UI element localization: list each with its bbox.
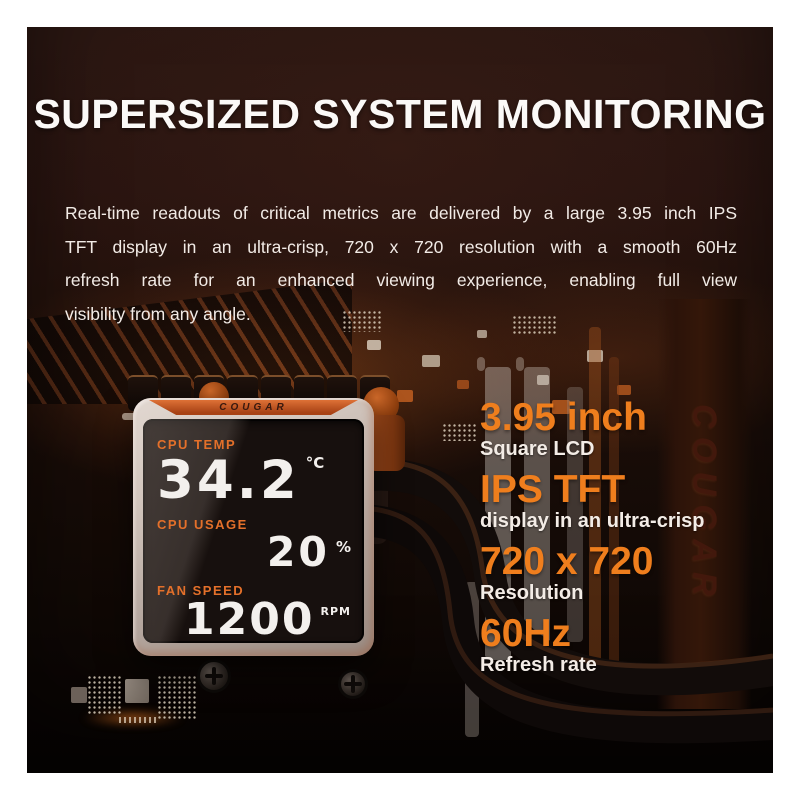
slot-bar-decor (609, 357, 619, 687)
slot-hook-decor (477, 357, 485, 371)
cpu-temp-readout: 34.2 °C (157, 450, 351, 511)
slot-bar-decor (589, 327, 601, 687)
spec-size-label: Square LCD (480, 438, 595, 460)
intro-line: visibility from any angle. (65, 303, 251, 324)
spec-resolution-value: 720 x 720 (480, 540, 654, 583)
cpu-temp-unit: °C (305, 454, 325, 472)
cooler-brand-band: COUGAR (149, 400, 358, 415)
spec-callouts: 3.95 inch Square LCD IPS TFT display in … (480, 398, 730, 686)
ad-panel: COUGAR COUGAR CPU TEMP 34.2 °C CPU U (27, 27, 773, 773)
spec-refresh-label: Refresh rate (480, 654, 597, 676)
intro-line: refresh rate for an enhanced viewing exp… (65, 270, 737, 290)
cpu-temp-value: 34.2 (157, 450, 300, 511)
pcb-chip-cluster (67, 667, 217, 747)
slot-bar-decor (567, 387, 583, 642)
intro-line: Real-time readouts of critical metrics a… (65, 203, 737, 223)
lcd-screen: CPU TEMP 34.2 °C CPU USAGE 20 % FAN SPEE… (143, 419, 364, 643)
pc-case-column: COUGAR (657, 299, 752, 709)
cooler-brand-label: COUGAR (219, 402, 288, 413)
fan-speed-value: 1200 (184, 594, 315, 643)
case-brand-logo: COUGAR (686, 403, 724, 605)
cpu-usage-readout: 20 % (157, 528, 351, 577)
spec-refresh-value: 60Hz (480, 612, 572, 655)
spec-resolution: 720 x 720 Resolution (480, 540, 730, 605)
cpu-usage-unit: % (335, 538, 351, 557)
fan-speed-unit: RPM (320, 605, 351, 619)
fan-speed-label: FAN SPEED (157, 583, 245, 599)
spec-panel-label: display in an ultra-crisp (480, 510, 705, 532)
spec-panel: IPS TFT display in an ultra-crisp (480, 468, 730, 533)
cpu-usage-value: 20 (266, 528, 330, 577)
mount-screw (197, 659, 231, 693)
spec-panel-value: IPS TFT (480, 468, 626, 511)
slot-bar-decor (524, 367, 550, 660)
cpu-usage-label: CPU USAGE (157, 517, 248, 533)
intro-line: TFT display in an ultra-crisp, 720 x 720… (65, 236, 737, 257)
intro-paragraph: Real-time readouts of critical metrics a… (65, 197, 737, 331)
page-title: SUPERSIZED SYSTEM MONITORING (33, 91, 767, 137)
cooler-pump-block: COUGAR CPU TEMP 34.2 °C CPU USAGE 20 % F… (133, 398, 374, 656)
spec-refresh: 60Hz Refresh rate (480, 612, 730, 677)
mount-screw (338, 669, 368, 699)
spec-size: 3.95 inch Square LCD (480, 396, 730, 461)
spec-size-value: 3.95 inch (480, 396, 647, 439)
slot-hook-decor (516, 357, 524, 371)
spec-resolution-label: Resolution (480, 582, 584, 604)
fan-speed-readout: 1200 RPM (157, 594, 351, 643)
cpu-temp-label: CPU TEMP (157, 437, 237, 452)
pcb-components-decor (327, 295, 662, 470)
